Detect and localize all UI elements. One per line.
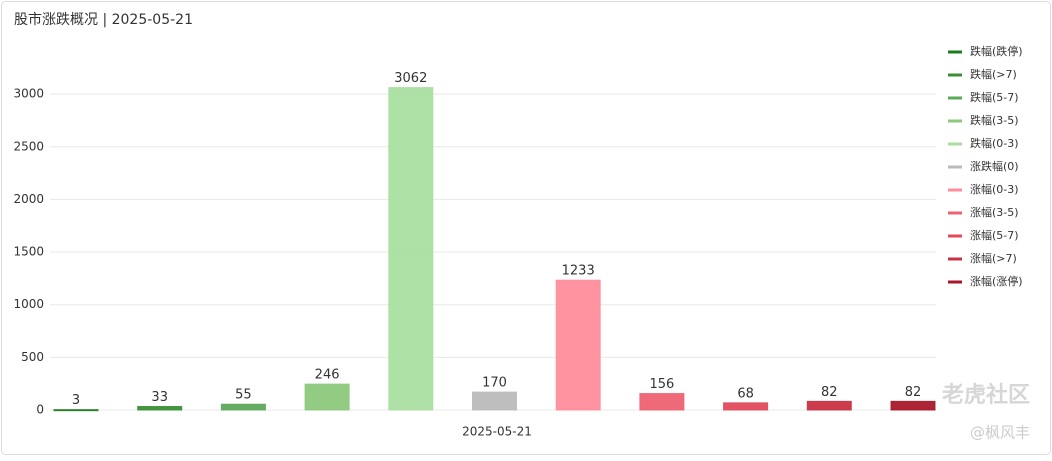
y-tick-label: 3000 (13, 87, 44, 101)
y-tick-label: 500 (21, 350, 44, 364)
bar (472, 391, 517, 411)
data-label: 3 (72, 393, 80, 408)
data-label: 156 (649, 377, 674, 392)
y-tick-label: 1000 (13, 297, 44, 311)
legend-label: 涨幅(0-3) (970, 183, 1019, 196)
bar (53, 409, 99, 412)
legend-label: 跌幅(>7) (970, 67, 1017, 81)
bar (806, 400, 852, 411)
bar (723, 402, 769, 411)
data-label: 33 (151, 390, 168, 405)
legend-label: 跌幅(5-7) (970, 90, 1019, 104)
legend-label: 涨幅(3-5) (970, 206, 1019, 219)
data-label: 170 (482, 376, 507, 391)
legend-label: 涨跌幅(0) (970, 159, 1019, 173)
y-tick-label: 1500 (13, 245, 44, 259)
legend-label: 跌幅(0-3) (970, 136, 1019, 150)
data-label: 82 (821, 385, 838, 400)
watermark: 老虎社区 (941, 382, 1030, 408)
data-label: 68 (737, 386, 754, 401)
y-tick-label: 2000 (13, 192, 44, 206)
y-tick-label: 2500 (13, 139, 44, 153)
legend-label: 涨幅(5-7) (970, 229, 1019, 242)
data-label: 246 (315, 368, 340, 383)
legend-label: 涨幅(>7) (970, 252, 1017, 265)
bar (137, 406, 183, 411)
bar (220, 403, 266, 411)
bar (639, 393, 685, 411)
bar (388, 87, 434, 411)
bar (304, 383, 350, 411)
data-label: 3062 (394, 71, 427, 86)
legend-label: 跌幅(跌停) (970, 44, 1023, 58)
bar (890, 400, 936, 411)
chart-title: 股市涨跌概况 | 2025-05-21 (14, 11, 193, 28)
x-tick-label: 2025-05-21 (462, 425, 532, 439)
watermark: @枫风丰 (970, 424, 1030, 442)
data-label: 82 (905, 385, 922, 400)
data-label: 55 (235, 388, 252, 403)
data-label: 1233 (562, 264, 595, 279)
y-tick-label: 0 (36, 403, 44, 417)
legend-label: 涨幅(涨停) (970, 274, 1023, 288)
legend-label: 跌幅(3-5) (970, 113, 1019, 127)
bar (555, 279, 601, 411)
